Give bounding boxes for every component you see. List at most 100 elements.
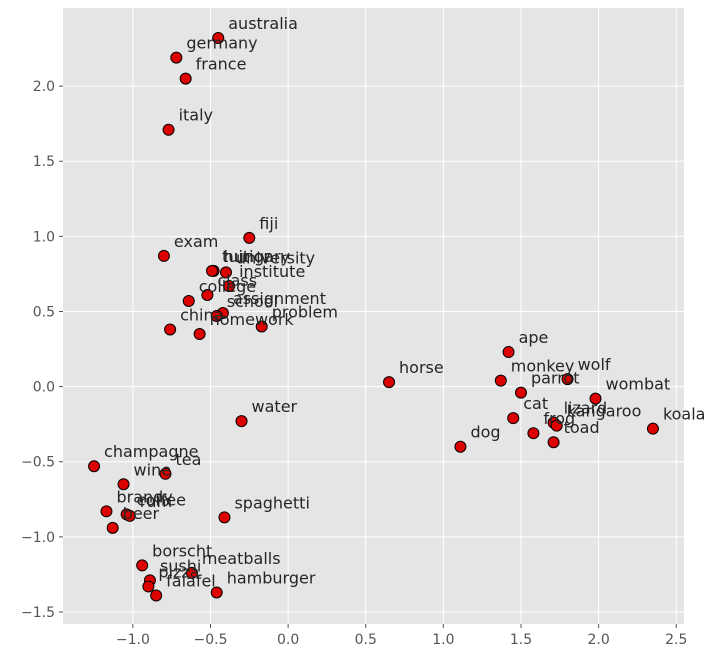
point-label: exam xyxy=(174,232,218,251)
point-label: meatballs xyxy=(202,549,281,568)
data-point xyxy=(106,521,119,534)
data-point xyxy=(527,427,540,440)
point-label: assignment xyxy=(233,289,326,308)
point-label: falafel xyxy=(166,571,216,590)
point-label: hamburger xyxy=(227,568,316,587)
plot-background xyxy=(63,8,684,624)
x-tick-label: 0.5 xyxy=(355,632,377,648)
data-point xyxy=(514,386,527,399)
y-tick-label: 1.5 xyxy=(33,154,55,170)
y-tick-label: −0.5 xyxy=(21,455,55,471)
x-tick-label: 1.5 xyxy=(510,632,532,648)
point-label: horse xyxy=(399,358,444,377)
point-label: school xyxy=(227,292,278,311)
data-point xyxy=(170,51,183,64)
y-tick-label: −1.5 xyxy=(21,605,55,621)
x-tick-label: 1.0 xyxy=(432,632,454,648)
data-point xyxy=(179,72,192,85)
axes: −1.0 −0.5 0.0 0.5 1.0 1.5 2.0 2.5 −1.5 −1.0 −0.5 0.… xyxy=(21,79,687,648)
point-label: italy xyxy=(179,106,213,125)
x-tick-label: 0.0 xyxy=(277,632,299,648)
data-points xyxy=(88,32,659,602)
point-label: institute xyxy=(239,262,305,281)
point-label: brandy xyxy=(116,487,172,506)
y-tick-label: 0.0 xyxy=(33,380,55,396)
data-point xyxy=(218,511,231,524)
point-label: rum xyxy=(140,492,172,511)
data-point xyxy=(117,478,130,491)
data-point xyxy=(88,460,101,473)
data-point xyxy=(550,419,563,432)
point-label: problem xyxy=(272,303,338,322)
point-label: class xyxy=(217,271,257,290)
point-label: coffee xyxy=(137,490,186,509)
data-point xyxy=(157,249,170,262)
point-label: frog xyxy=(543,409,575,428)
data-point xyxy=(210,586,223,599)
point-label: parrot xyxy=(531,369,580,388)
point-label: fiji xyxy=(259,214,278,233)
data-point xyxy=(201,288,214,301)
data-point xyxy=(507,412,520,425)
data-point xyxy=(123,509,136,522)
data-point xyxy=(206,264,219,277)
point-label: wombat xyxy=(606,375,671,394)
point-label: tea xyxy=(175,450,201,469)
point-label: lizard xyxy=(564,399,608,418)
y-tick-label: −1.0 xyxy=(21,530,55,546)
point-label: pizza xyxy=(158,562,199,581)
y-tick-label: 1.0 xyxy=(33,229,55,245)
point-label: water xyxy=(252,397,298,416)
x-tick-label: −0.5 xyxy=(193,632,227,648)
data-point xyxy=(494,374,507,387)
data-point xyxy=(212,32,225,45)
point-label: france xyxy=(196,55,247,74)
data-point xyxy=(383,376,396,389)
point-label: champagne xyxy=(104,442,198,461)
point-label: toad xyxy=(564,418,600,437)
data-point xyxy=(561,373,574,386)
point-label: spaghetti xyxy=(234,493,309,512)
point-label: australia xyxy=(228,14,298,33)
data-point xyxy=(210,310,223,322)
data-point xyxy=(182,294,195,307)
point-label: koala xyxy=(663,405,706,424)
data-point xyxy=(162,123,175,136)
point-label: cat xyxy=(523,394,548,413)
point-label: hungary xyxy=(224,247,290,266)
data-point xyxy=(150,589,163,602)
data-point xyxy=(220,266,233,279)
y-tick-label: 0.5 xyxy=(33,304,55,320)
point-label: university xyxy=(236,248,315,267)
point-label: wine xyxy=(134,460,172,479)
point-label: monkey xyxy=(511,357,575,376)
y-tick-label: 2.0 xyxy=(33,79,55,95)
data-point xyxy=(185,566,198,579)
data-point xyxy=(243,231,256,244)
data-point xyxy=(159,467,172,480)
point-label: sushi xyxy=(160,556,201,575)
data-point xyxy=(142,580,155,593)
data-point xyxy=(454,440,467,453)
x-tick-label: −1.0 xyxy=(116,632,150,648)
data-point xyxy=(255,320,268,333)
grid xyxy=(63,8,684,624)
x-tick-label: 2.5 xyxy=(665,632,687,648)
point-label: ape xyxy=(519,328,549,347)
point-label: college xyxy=(199,277,256,296)
x-tick-label: 2.0 xyxy=(587,632,609,648)
data-point xyxy=(547,436,560,449)
data-point xyxy=(100,505,113,518)
data-point xyxy=(589,392,602,405)
point-label: beer xyxy=(123,504,160,523)
point-label: tuition xyxy=(222,247,274,266)
point-label: germany xyxy=(186,34,257,53)
point-label: kangaroo xyxy=(567,402,642,421)
data-point xyxy=(223,279,236,292)
data-point xyxy=(646,422,659,435)
point-label: dog xyxy=(470,423,500,442)
data-point xyxy=(136,559,149,572)
point-label: borscht xyxy=(152,541,212,560)
